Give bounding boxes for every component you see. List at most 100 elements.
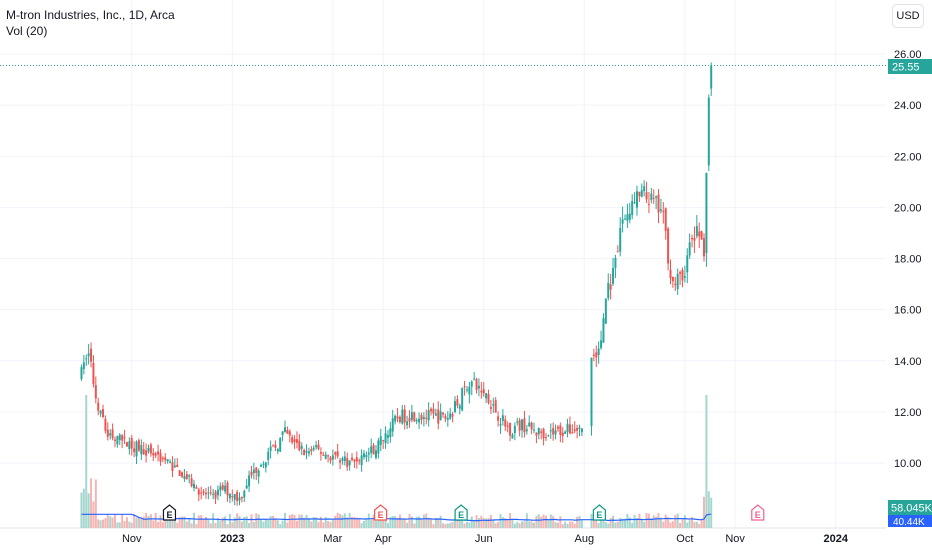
volume-bar <box>291 514 294 528</box>
candle-body <box>465 389 468 391</box>
volume-bar <box>619 517 622 528</box>
volume-bar <box>602 516 605 528</box>
y-tick-label: 22.00 <box>894 151 922 163</box>
candle-body <box>164 457 167 461</box>
volume-bar <box>533 522 536 528</box>
earnings-marker[interactable]: E <box>162 504 177 521</box>
volume-bar <box>327 521 330 528</box>
candle-body <box>671 276 674 282</box>
volume-bar <box>171 513 174 528</box>
volume-bar <box>279 524 282 528</box>
volume-bar <box>166 518 169 528</box>
candle-body <box>544 437 547 439</box>
volume-ma-badge <box>888 515 932 527</box>
volume-bar <box>614 522 617 528</box>
volume-bar <box>204 516 207 528</box>
candle-body <box>159 453 162 462</box>
volume-bar <box>363 520 366 528</box>
candle-body <box>236 492 239 501</box>
candle-body <box>556 426 559 429</box>
volume-bar <box>401 518 404 528</box>
volume-bar <box>190 523 193 528</box>
volume-bar <box>444 524 447 528</box>
volume-bar <box>113 514 116 528</box>
currency-button[interactable]: USD <box>892 4 924 28</box>
x-tick-label: Oct <box>676 533 693 545</box>
candle-body <box>173 465 176 468</box>
grid-lines <box>0 0 886 529</box>
candle-body <box>664 208 667 231</box>
volume-bar <box>559 516 562 528</box>
volume-bar <box>425 513 428 528</box>
candle-body <box>367 452 370 455</box>
volume-bar <box>681 518 684 528</box>
volume-bar <box>283 512 286 528</box>
volume-bar <box>226 524 229 528</box>
candle-body <box>272 445 275 447</box>
candle-body <box>226 482 229 496</box>
earnings-marker[interactable]: E <box>454 504 468 521</box>
volume-bar <box>530 521 533 528</box>
candle-body <box>281 431 284 435</box>
candle-body <box>147 447 150 452</box>
candle-body <box>327 455 330 457</box>
volume-bar <box>664 514 667 528</box>
volume-bar <box>135 517 138 528</box>
candle-body <box>650 193 653 200</box>
symbol-title[interactable]: M-tron Industries, Inc., 1D, Arca <box>6 8 175 22</box>
candle-body <box>149 444 152 454</box>
volume-bar <box>370 519 373 528</box>
candle-body <box>449 413 452 419</box>
candle-body <box>523 418 526 433</box>
candle-body <box>224 485 227 492</box>
candle-body <box>506 425 509 427</box>
volume-bar <box>477 518 480 528</box>
candle-body <box>461 388 464 411</box>
volume-bar <box>604 522 607 528</box>
candle-body <box>351 457 354 460</box>
candle-body <box>238 497 241 501</box>
candle-body <box>176 464 179 467</box>
volume-bar <box>133 513 136 528</box>
volume-bar <box>537 514 540 528</box>
volume-bar <box>257 514 260 528</box>
candle-body <box>87 353 90 357</box>
candle-body <box>533 429 536 431</box>
volume-bar <box>377 515 380 528</box>
volume-bar <box>549 514 552 528</box>
volume-bar <box>528 521 531 528</box>
volume-bar <box>647 513 650 528</box>
candles <box>80 62 713 506</box>
volume-bar <box>128 521 131 528</box>
volume-bars <box>80 395 713 528</box>
candle-body <box>130 437 133 449</box>
x-tick-label: Nov <box>725 533 745 545</box>
candle-body <box>207 492 210 494</box>
earnings-marker[interactable]: E <box>751 504 765 521</box>
candle-body <box>513 425 516 434</box>
candle-body <box>552 428 555 435</box>
volume-bar <box>97 519 100 528</box>
candle-body <box>413 412 416 422</box>
volume-indicator-title[interactable]: Vol (20) <box>6 24 48 38</box>
candle-body <box>322 454 325 456</box>
volume-bar <box>552 515 555 528</box>
earnings-marker[interactable]: E <box>592 504 606 521</box>
volume-bar <box>705 395 708 528</box>
volume-bar <box>518 523 521 528</box>
candle-body <box>628 213 631 220</box>
candle-body <box>700 231 703 240</box>
candle-body <box>260 465 263 467</box>
volume-bar <box>600 515 603 528</box>
candle-body <box>456 399 459 406</box>
earnings-marker[interactable]: E <box>374 504 388 521</box>
volume-bar <box>219 521 222 528</box>
volume-bar <box>657 512 660 528</box>
volume-bar <box>391 515 394 528</box>
candle-body <box>197 489 200 495</box>
volume-bar <box>214 523 217 528</box>
candle-body <box>561 432 564 437</box>
volume-bar <box>398 514 401 528</box>
volume-bar <box>295 520 298 528</box>
